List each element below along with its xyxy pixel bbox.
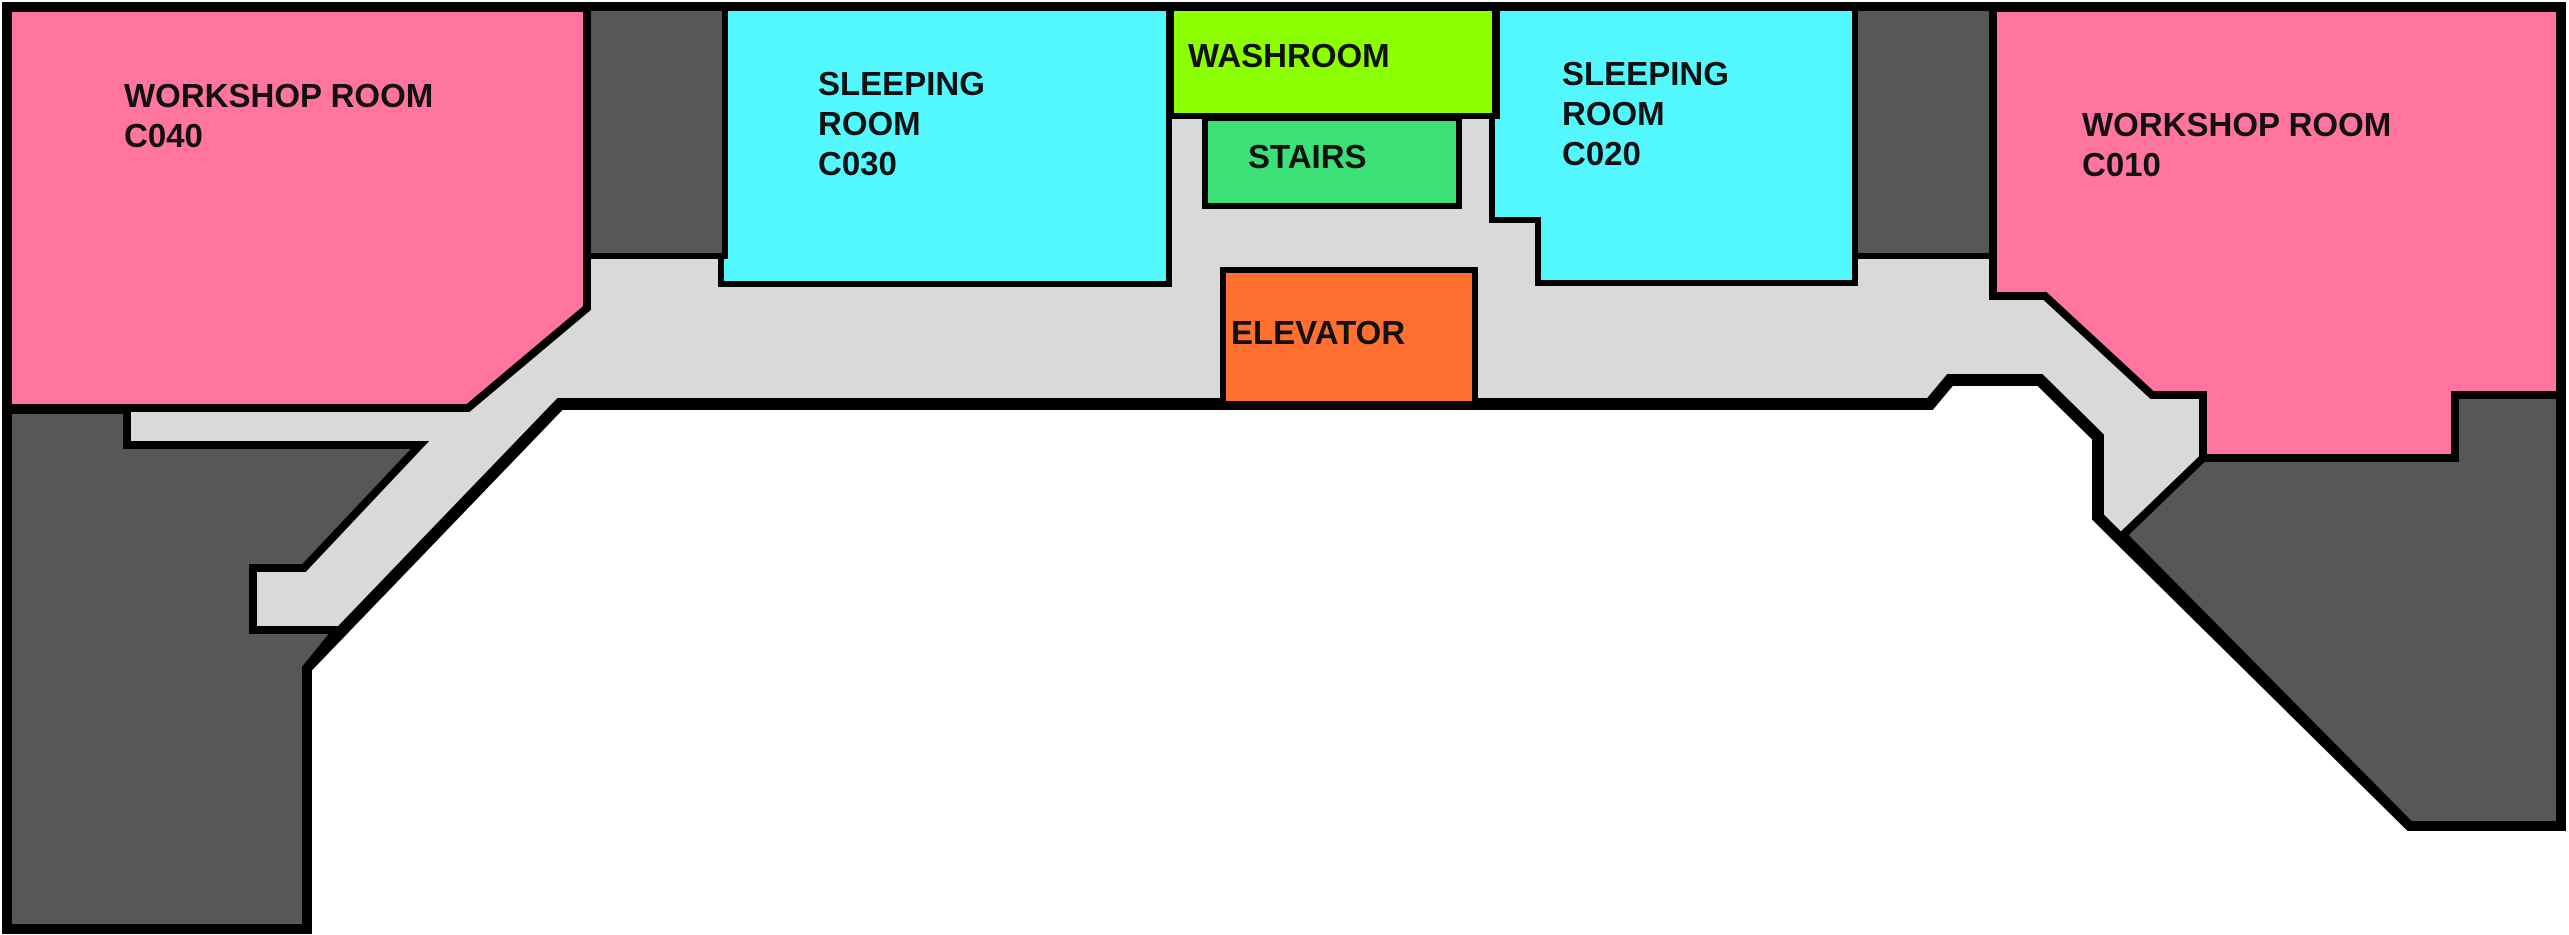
label-line: WORKSHOP ROOM bbox=[2082, 106, 2391, 143]
label-line: C040 bbox=[124, 117, 203, 154]
label-line: C010 bbox=[2082, 146, 2161, 183]
label-sleeping-c020: SLEEPING ROOM C020 bbox=[1562, 55, 1729, 172]
room-washroom[interactable] bbox=[1168, 5, 1498, 119]
service-block-c040-c030 bbox=[584, 5, 728, 259]
room-workshop-c010[interactable] bbox=[1989, 4, 2564, 462]
label-line: ROOM bbox=[1562, 95, 1665, 132]
label-line: C030 bbox=[818, 145, 897, 182]
room-workshop-c040[interactable] bbox=[4, 4, 591, 412]
label-workshop-c010: WORKSHOP ROOM C010 bbox=[2082, 106, 2391, 183]
service-block-c020-c010 bbox=[1852, 5, 1996, 259]
room-sleeping-c020[interactable] bbox=[1489, 5, 1858, 286]
label-line: SLEEPING bbox=[1562, 55, 1729, 92]
label-sleeping-c030: SLEEPING ROOM C030 bbox=[818, 65, 985, 182]
label-elevator: ELEVATOR bbox=[1231, 314, 1405, 351]
room-sleeping-c030[interactable] bbox=[718, 5, 1172, 287]
label-washroom: WASHROOM bbox=[1188, 37, 1390, 74]
room-elevator[interactable] bbox=[1220, 267, 1478, 407]
label-line: C020 bbox=[1562, 135, 1641, 172]
room-stairs[interactable] bbox=[1202, 115, 1462, 209]
label-line: SLEEPING bbox=[818, 65, 985, 102]
label-stairs: STAIRS bbox=[1248, 138, 1367, 175]
service-zone-west bbox=[4, 406, 430, 932]
label-workshop-c040: WORKSHOP ROOM C040 bbox=[124, 77, 433, 154]
label-line: ROOM bbox=[818, 105, 921, 142]
label-line: WORKSHOP ROOM bbox=[124, 77, 433, 114]
